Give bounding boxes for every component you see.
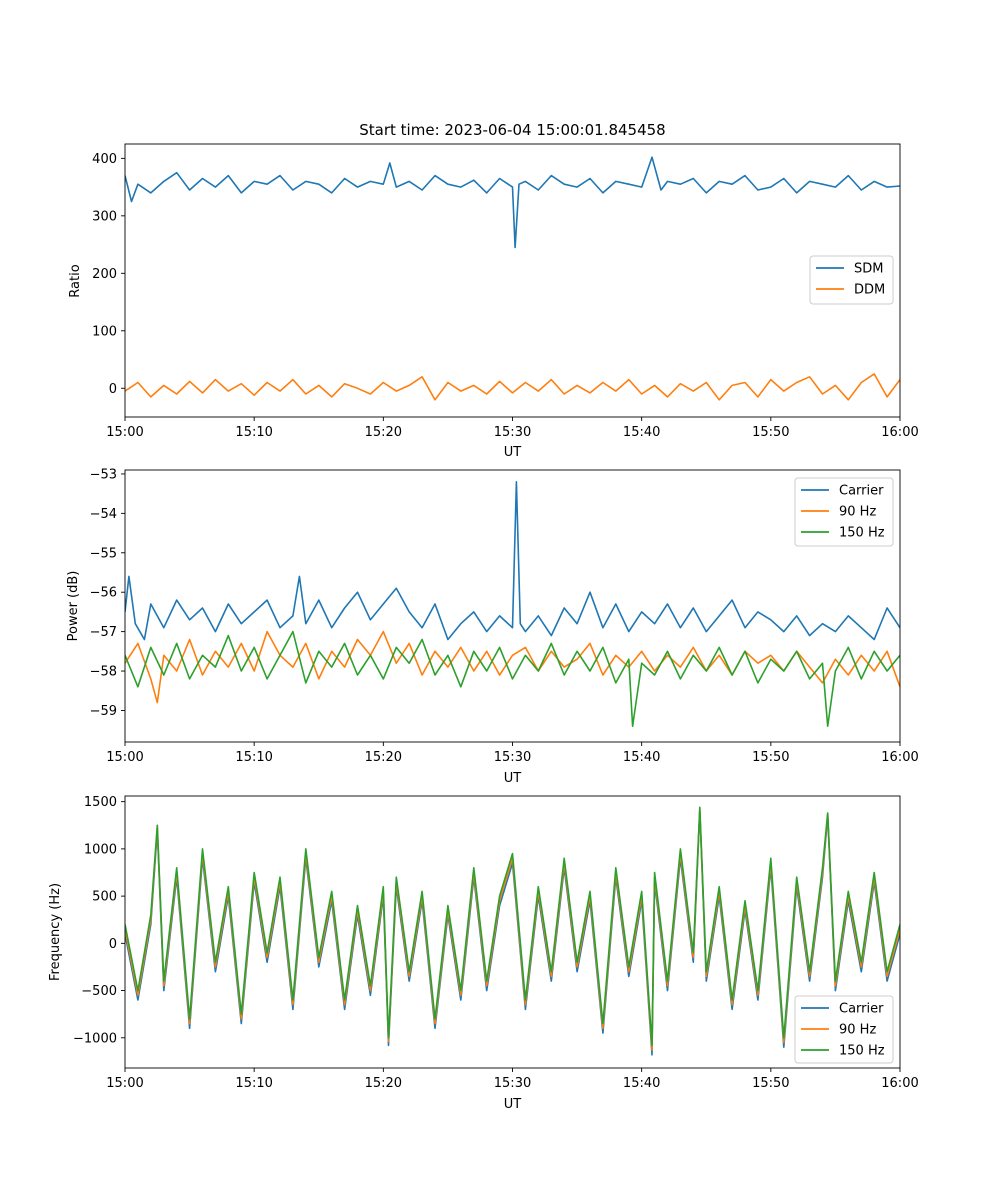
frequency-panel-ylabel: Frequency (Hz) bbox=[48, 883, 63, 981]
ratio-panel-lines bbox=[125, 156, 900, 401]
power-panel-xtick-label: 15:40 bbox=[623, 750, 660, 765]
power-panel-ytick-label: −55 bbox=[90, 546, 117, 561]
frequency-panel-series-150-hz-line bbox=[125, 806, 900, 1047]
power-panel-ylabel: Power (dB) bbox=[66, 571, 81, 642]
ratio-panel-legend: SDM DDM bbox=[809, 255, 894, 305]
power-panel-xtick-label: 15:10 bbox=[235, 750, 272, 765]
power-panel-ytick-label: −57 bbox=[90, 625, 117, 640]
power-panel-legend-label: 150 Hz bbox=[839, 526, 885, 541]
frequency-panel-ytick-label: −1000 bbox=[73, 1031, 117, 1046]
ratio-panel-ylabel: Ratio bbox=[68, 264, 83, 297]
frequency-panel-ytick-label: 500 bbox=[92, 890, 117, 905]
ratio-panel-series-ddm-line bbox=[125, 373, 900, 401]
ratio-panel-ytick-label: 0 bbox=[109, 382, 117, 397]
frequency-panel: Frequency (Hz) UT 15:00 15:10 15:20 15:30 15… bbox=[48, 795, 919, 1112]
power-panel-xtick-label: 15:20 bbox=[365, 750, 402, 765]
power-panel-ytick-label: −56 bbox=[90, 586, 117, 601]
ratio-panel-series-sdm-line bbox=[125, 156, 900, 249]
frequency-panel-legend-label: 150 Hz bbox=[839, 1044, 885, 1059]
frequency-panel-ytick-label: −500 bbox=[81, 984, 117, 999]
ratio-panel-xlabel: UT bbox=[504, 445, 522, 460]
power-panel-xtick-label: 15:30 bbox=[494, 750, 531, 765]
ratio-panel-xtick-label: 15:50 bbox=[752, 425, 789, 440]
ratio-panel-ytick-label: 300 bbox=[92, 209, 117, 224]
power-panel-ytick-label: −58 bbox=[90, 665, 117, 680]
power-panel-ytick-label: −53 bbox=[90, 467, 117, 482]
frequency-panel-legend-label: 90 Hz bbox=[839, 1023, 876, 1038]
frequency-panel-xtick-label: 15:30 bbox=[494, 1076, 531, 1091]
ratio-panel-xtick-label: 15:10 bbox=[235, 425, 272, 440]
ratio-panel: Ratio UT 15:00 15:10 15:20 15:30 15:40 15:50 1… bbox=[68, 143, 919, 460]
frequency-panel-ytick-label: 0 bbox=[109, 937, 117, 952]
ratio-panel-xtick-label: 15:30 bbox=[494, 425, 531, 440]
frequency-panel-ytick-label: 1000 bbox=[84, 842, 117, 857]
power-panel-ytick-label: −59 bbox=[90, 704, 117, 719]
power-panel-xtick-label: 15:00 bbox=[106, 750, 143, 765]
frequency-panel-legend-label: Carrier bbox=[839, 1002, 884, 1017]
frequency-panel-xtick-label: 15:50 bbox=[752, 1076, 789, 1091]
power-panel-legend-box bbox=[794, 477, 894, 547]
power-panel: Power (dB) UT 15:00 15:10 15:20 15:30 15:40 1… bbox=[66, 467, 919, 786]
power-panel-ytick-label: −54 bbox=[90, 507, 117, 522]
power-panel-legend-label: Carrier bbox=[839, 484, 884, 499]
frequency-panel-legend: Carrier 90 Hz 150 Hz bbox=[794, 995, 894, 1064]
ratio-panel-ytick-label: 100 bbox=[92, 324, 117, 339]
power-panel-legend-label: 90 Hz bbox=[839, 505, 876, 520]
power-panel-series-carrier-line bbox=[125, 480, 900, 641]
frequency-panel-lines bbox=[125, 806, 900, 1056]
ratio-panel-ytick-label: 200 bbox=[92, 267, 117, 282]
ratio-panel-xtick-label: 15:20 bbox=[365, 425, 402, 440]
frequency-panel-xtick-label: 15:00 bbox=[106, 1076, 143, 1091]
power-panel-legend: Carrier 90 Hz 150 Hz bbox=[794, 477, 894, 547]
ratio-panel-legend-label: DDM bbox=[854, 283, 885, 298]
power-panel-xtick-label: 16:00 bbox=[881, 750, 918, 765]
figure-title: Start time: 2023-06-04 15:00:01.845458 bbox=[359, 121, 665, 139]
ratio-panel-xtick-label: 15:00 bbox=[106, 425, 143, 440]
frequency-panel-xtick-label: 15:40 bbox=[623, 1076, 660, 1091]
frequency-panel-ytick-label: 1500 bbox=[84, 795, 117, 810]
frequency-panel-xlabel: UT bbox=[504, 1097, 522, 1112]
frequency-panel-xtick-label: 15:20 bbox=[365, 1076, 402, 1091]
power-panel-xlabel: UT bbox=[504, 771, 522, 786]
ratio-panel-xtick-label: 15:40 bbox=[623, 425, 660, 440]
power-panel-lines bbox=[125, 480, 900, 728]
ratio-panel-xtick-label: 16:00 bbox=[881, 425, 918, 440]
power-panel-series-150-hz-line bbox=[125, 630, 900, 728]
ratio-panel-ytick-label: 400 bbox=[92, 152, 117, 167]
power-panel-xtick-label: 15:50 bbox=[752, 750, 789, 765]
frequency-panel-legend-box bbox=[794, 995, 894, 1064]
ratio-panel-legend-label: SDM bbox=[854, 262, 883, 277]
frequency-panel-xtick-label: 15:10 bbox=[235, 1076, 272, 1091]
frequency-panel-xtick-label: 16:00 bbox=[881, 1076, 918, 1091]
